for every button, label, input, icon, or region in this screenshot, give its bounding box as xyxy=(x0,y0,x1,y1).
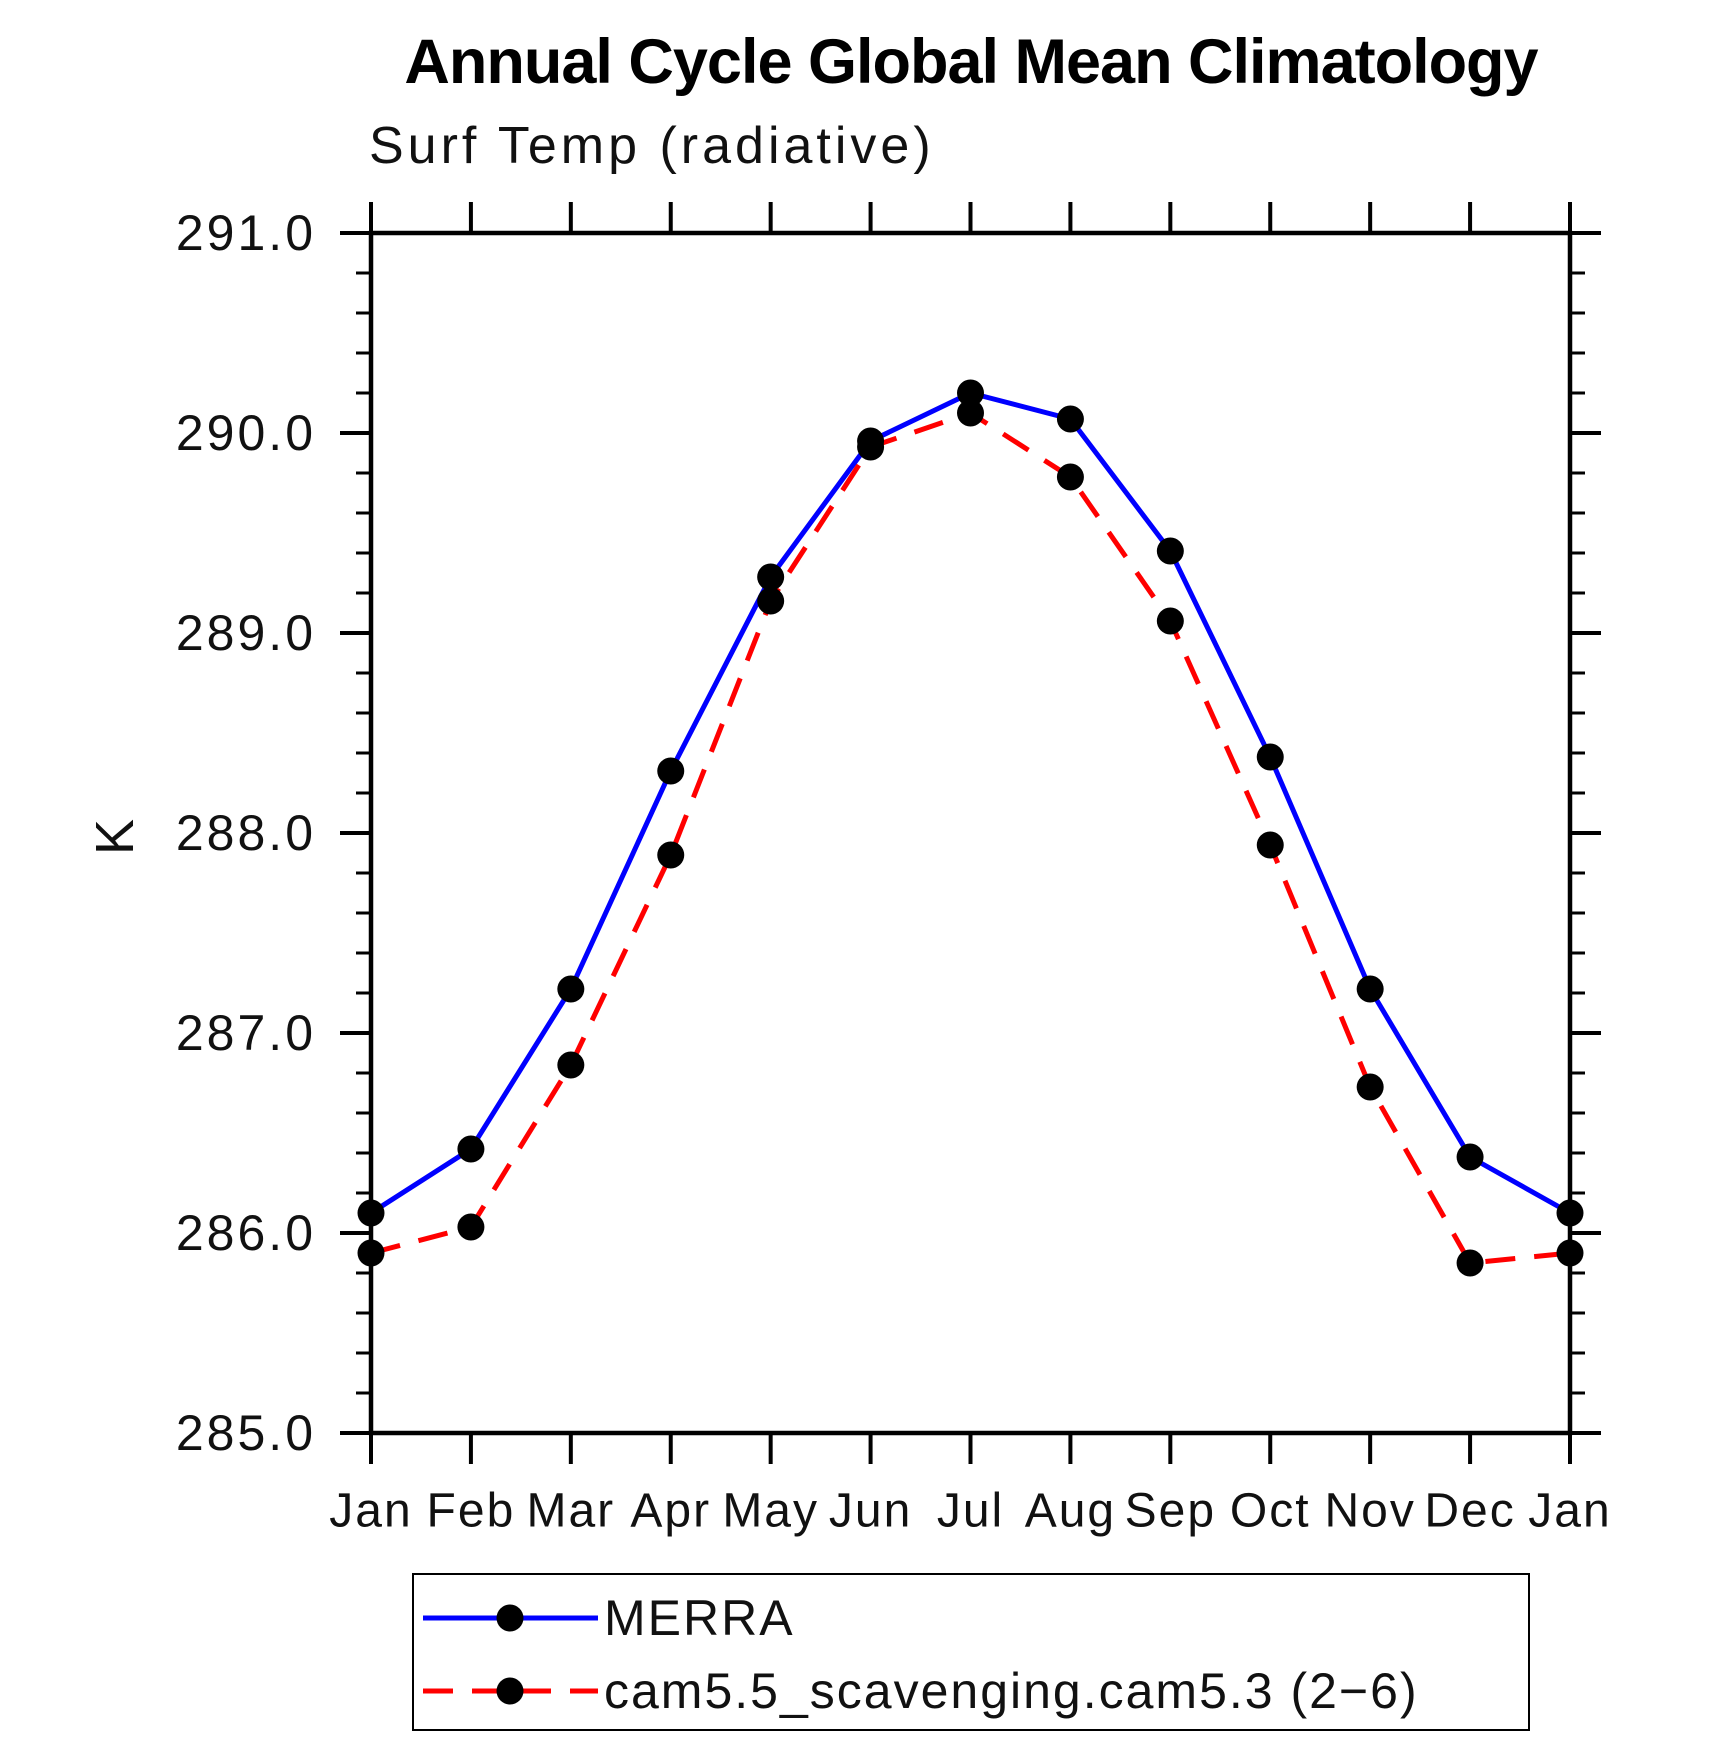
data-point-marker-0 xyxy=(1356,975,1384,1003)
legend-box: MERRA cam5.5_scavenging.cam5.3 (2−6) xyxy=(412,1573,1530,1731)
data-point-marker-1 xyxy=(1356,1073,1384,1101)
x-axis-tick-label: Mar xyxy=(526,1485,615,1538)
y-axis-tick-label: 285.0 xyxy=(176,1405,316,1461)
x-axis-tick-label: Sep xyxy=(1125,1485,1216,1538)
y-axis-tick-label: 291.0 xyxy=(176,205,316,261)
y-axis-tick-label: 289.0 xyxy=(176,605,316,661)
x-axis-tick-label: May xyxy=(722,1485,819,1538)
data-point-marker-1 xyxy=(457,1213,485,1241)
legend-item-merra: MERRA xyxy=(418,1590,795,1646)
data-point-marker-1 xyxy=(1256,831,1284,859)
x-axis-tick-label: Jul xyxy=(937,1485,1004,1538)
x-axis-tick-label: Nov xyxy=(1324,1485,1415,1538)
legend-swatch-line-dot xyxy=(423,1604,598,1632)
chart-subtitle: Surf Temp (radiative) xyxy=(369,117,935,175)
data-point-marker-1 xyxy=(657,841,685,869)
legend-label-cam55: cam5.5_scavenging.cam5.3 (2−6) xyxy=(604,1663,1419,1719)
data-point-marker-1 xyxy=(1456,1249,1484,1277)
data-point-marker-1 xyxy=(357,1239,385,1267)
data-point-marker-0 xyxy=(757,563,785,591)
data-point-marker-0 xyxy=(557,975,585,1003)
x-axis-tick-label: Dec xyxy=(1424,1485,1515,1538)
legend-item-cam55: cam5.5_scavenging.cam5.3 (2−6) xyxy=(418,1663,1419,1719)
data-point-marker-0 xyxy=(657,757,685,785)
y-axis-tick-label: 287.0 xyxy=(176,1005,316,1061)
data-point-marker-0 xyxy=(1256,743,1284,771)
data-point-marker-0 xyxy=(1456,1143,1484,1171)
legend-label-merra: MERRA xyxy=(604,1590,795,1646)
legend-swatch-line-dot xyxy=(423,1677,598,1705)
x-axis-tick-label: Jan xyxy=(1528,1485,1611,1538)
data-point-marker-0 xyxy=(357,1199,385,1227)
x-axis-tick-label: Oct xyxy=(1230,1485,1311,1538)
y-axis-tick-label: 288.0 xyxy=(176,805,316,861)
data-point-marker-0 xyxy=(1056,405,1084,433)
y-axis-tick-label: 290.0 xyxy=(176,405,316,461)
data-point-marker-1 xyxy=(1056,463,1084,491)
axis-spines xyxy=(368,230,1573,1436)
x-axis-tick-label: Jun xyxy=(829,1485,912,1538)
data-point-marker-1 xyxy=(557,1051,585,1079)
data-point-marker-1 xyxy=(1156,607,1184,635)
x-axis-tick-label: Apr xyxy=(630,1485,711,1538)
x-axis-tick-label: Feb xyxy=(427,1485,516,1538)
series-line-1 xyxy=(370,410,1571,1266)
y-axis-tick-label: 286.0 xyxy=(176,1205,316,1261)
data-point-marker-0 xyxy=(1556,1199,1584,1227)
chart-title: Annual Cycle Global Mean Climatology xyxy=(404,27,1538,97)
series-line-0 xyxy=(369,390,1572,1216)
x-axis-tick-label: Jan xyxy=(329,1485,412,1538)
data-point-marker-1 xyxy=(757,587,785,615)
x-axis-tick-label: Aug xyxy=(1025,1485,1116,1538)
data-point-marker-0 xyxy=(457,1135,485,1163)
data-point-marker-0 xyxy=(1156,537,1184,565)
data-point-marker-0 xyxy=(957,379,984,407)
data-point-marker-1 xyxy=(857,433,885,461)
data-point-marker-1 xyxy=(1556,1239,1584,1267)
data-point-marker-1 xyxy=(957,399,984,427)
